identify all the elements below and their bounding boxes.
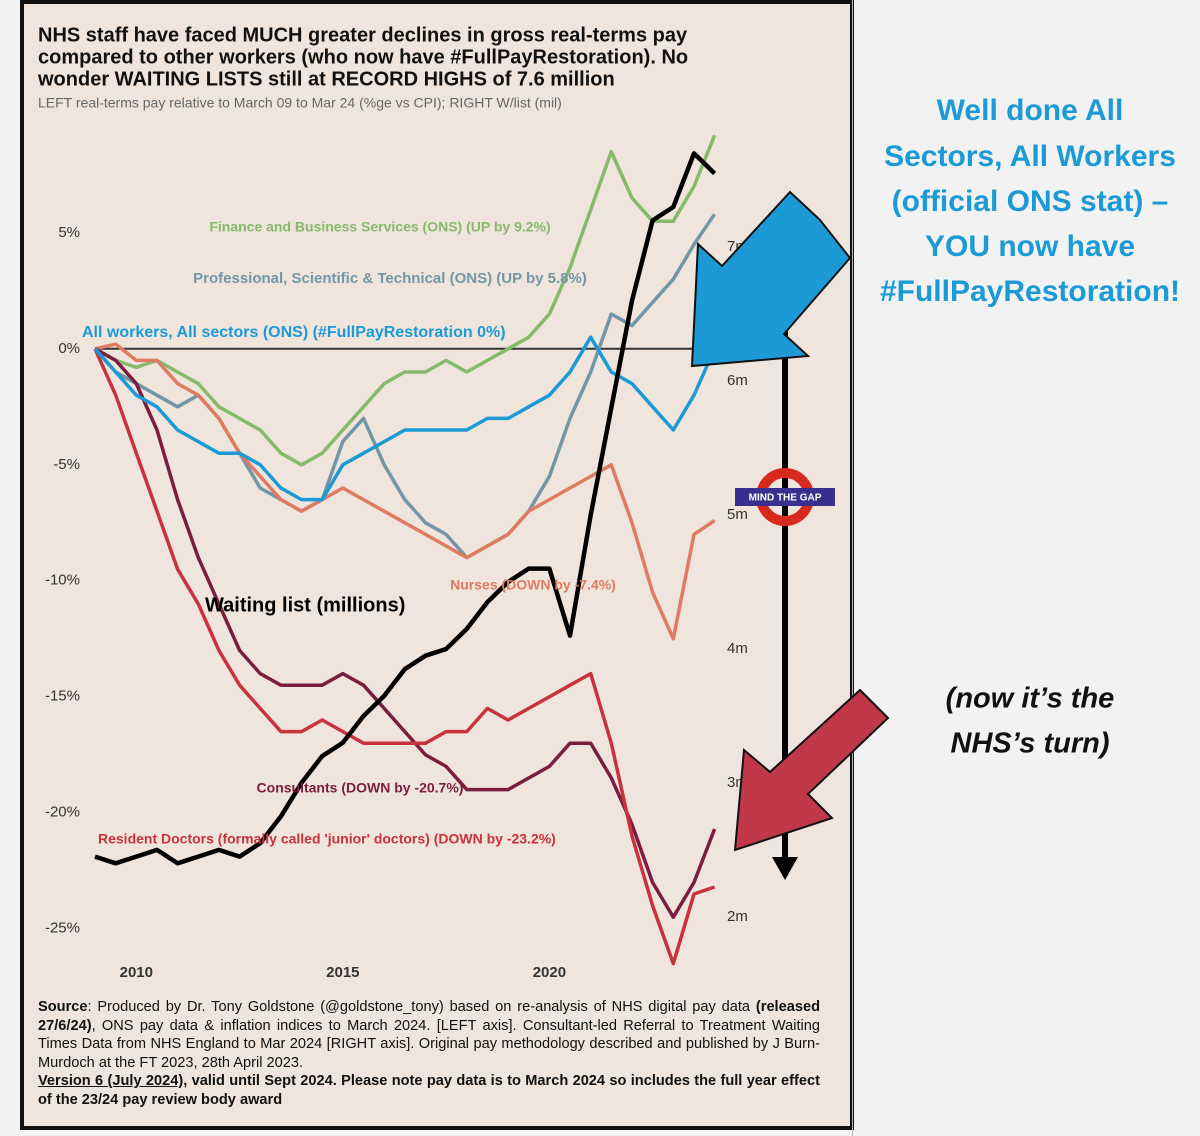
y-tick-label: -25% [45,920,80,937]
pointer-arrow [733,688,890,852]
title-line: wonder WAITING LISTS still at RECORD HIG… [37,68,615,90]
series-label: Waiting list (millions) [205,594,405,616]
series-line [93,348,716,966]
source-note: Source: Produced by Dr. Tony Goldstone (… [38,998,820,1109]
series-line [94,347,717,919]
gap-arrow-head [772,857,798,880]
chart-panel [20,0,854,1130]
side-text: YOU now have [925,230,1135,263]
x-tick-label: 2020 [533,964,566,981]
title-line: compared to other workers (who now have … [38,46,688,68]
source-part: , ONS pay data & inflation indices to Ma… [38,1017,820,1071]
side-text: NHS’s turn) [951,728,1110,760]
series-label: Nurses (DOWN by -7.4%) [450,577,616,593]
source-part: Source [38,999,88,1015]
subtitle: LEFT real-terms pay relative to March 09… [38,95,562,111]
series-label: Resident Doctors (formally called 'junio… [98,831,556,847]
pointer-arrow [690,190,852,368]
divider [852,0,853,1136]
side-text: #FullPayRestoration! [880,275,1180,308]
series-label: Finance and Business Services (ONS) (UP … [209,219,550,235]
y2-tick-label: 6m [727,372,748,389]
side-text: (now it’s the [946,683,1115,715]
series-label: Professional, Scientific & Technical (ON… [193,270,587,287]
x-tick-label: 2010 [120,964,153,981]
series-label: All workers, All sectors (ONS) (#FullPay… [82,324,506,341]
series-line [94,151,717,866]
version-part: , valid until Sept 2024. Please note pay… [38,1073,820,1108]
series-line [94,342,716,641]
title-line: NHS staff have faced MUCH greater declin… [38,24,688,46]
y-tick-label: 0% [58,340,80,357]
version-part: Version 6 (July 2024) [38,1073,184,1089]
series-line [93,335,717,502]
y-tick-label: -15% [45,688,80,705]
y2-tick-label: 4m [727,640,748,657]
badge: MIND THE GAP [749,493,822,504]
y2-tick-label: 5m [727,506,748,523]
series-label: Consultants (DOWN by -20.7%) [257,780,464,796]
y-tick-label: -5% [53,456,80,473]
y-tick-label: -20% [45,804,80,821]
series-line [93,213,717,560]
x-tick-label: 2015 [326,964,359,981]
roundel-bar [735,488,835,506]
y-tick-label: -10% [45,572,80,589]
source-part: : Produced by Dr. Tony Goldstone (@golds… [87,999,756,1015]
series-line [94,134,717,467]
side-text: Sectors, All Workers [884,140,1176,173]
y-tick-label: 5% [58,224,80,241]
source-part: (released 27/6/24) [38,999,820,1034]
side-text: Well done All [937,94,1124,127]
y2-tick-label: 2m [727,908,748,925]
side-text: (official ONS stat) – [892,185,1169,218]
